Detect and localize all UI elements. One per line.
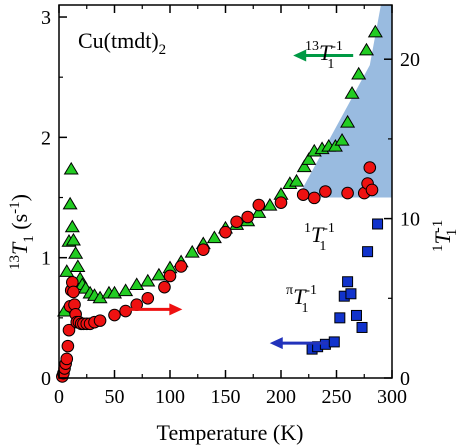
data-point-square	[328, 336, 340, 348]
data-point-circle	[108, 308, 121, 322]
annotation-1t1: 1T-1 1	[304, 221, 335, 254]
y-left-tick-label: 0	[41, 368, 51, 390]
data-point-triangle	[68, 246, 84, 259]
left-axis-title: 13T1 (s-1)	[7, 194, 37, 270]
arrow-left-icon	[293, 49, 307, 62]
data-point-triangle	[140, 273, 156, 287]
data-point-square	[372, 218, 384, 230]
y-right-tick-label: 10	[400, 209, 420, 231]
x-tick-label: 250	[322, 386, 352, 408]
data-point-triangle	[129, 277, 145, 291]
data-point-circle	[67, 285, 80, 299]
x-tick-label: 50	[105, 386, 125, 408]
data-point-square	[342, 276, 354, 288]
data-point-square	[334, 312, 346, 324]
data-point-triangle	[358, 42, 374, 56]
data-point-triangle	[59, 264, 75, 277]
data-point-square	[362, 246, 374, 258]
x-tick-label: 100	[155, 386, 185, 408]
arrow-layer	[124, 49, 354, 350]
data-point-circle	[319, 185, 332, 198]
data-point-circle	[363, 161, 377, 174]
data-point-triangle	[70, 259, 86, 273]
data-point-triangle	[301, 152, 317, 165]
series-1	[56, 161, 379, 383]
data-point-triangle	[296, 159, 312, 173]
marks-layer	[56, 24, 384, 383]
right-axis-title: 1T-11	[430, 220, 460, 252]
data-point-circle	[62, 323, 76, 337]
data-point-square	[345, 288, 357, 300]
data-point-circle	[230, 215, 243, 229]
data-point-circle	[296, 188, 310, 201]
data-point-triangle	[184, 244, 200, 258]
data-point-circle	[274, 196, 288, 209]
y-right-tick-label: 0	[400, 368, 410, 390]
data-point-triangle	[118, 283, 134, 297]
data-point-circle	[241, 210, 254, 224]
x-axis-title: Temperature (K)	[157, 420, 304, 445]
x-tick-label: 200	[266, 386, 296, 408]
data-point-circle	[308, 191, 321, 205]
arrow-right-icon	[169, 303, 183, 316]
annotation-13t1: 13T-1 1	[305, 39, 343, 72]
data-point-triangle	[64, 219, 80, 233]
series-0	[57, 24, 383, 317]
data-point-circle	[174, 260, 188, 273]
data-point-triangle	[63, 161, 79, 175]
data-point-triangle	[65, 232, 81, 246]
shaded-region	[297, 5, 392, 198]
data-point-triangle	[62, 196, 78, 210]
data-point-triangle	[151, 267, 167, 281]
data-point-square	[356, 321, 368, 333]
data-point-triangle	[106, 285, 123, 299]
data-point-triangle	[262, 197, 278, 211]
data-point-circle	[252, 198, 266, 212]
y-left-tick-label: 3	[41, 7, 51, 29]
x-tick-label: 0	[54, 386, 64, 408]
data-point-circle	[219, 225, 232, 239]
data-point-triangle	[289, 173, 305, 187]
data-point-triangle	[251, 205, 267, 218]
data-point-circle	[158, 280, 171, 294]
data-point-triangle	[351, 66, 367, 80]
data-point-circle	[119, 304, 132, 318]
data-point-circle	[60, 352, 74, 366]
x-tick-label: 300	[377, 386, 407, 408]
data-point-circle	[365, 183, 379, 197]
data-point-triangle	[334, 132, 350, 146]
chart-title: Cu(tmdt)2	[78, 28, 166, 58]
data-point-circle	[61, 339, 75, 353]
data-point-circle	[141, 291, 155, 305]
arrow-left-icon	[269, 337, 283, 350]
data-point-triangle	[340, 114, 356, 128]
y-right-tick-label: 20	[400, 49, 420, 71]
annotation-pit1: πT-1 1	[286, 283, 317, 316]
data-point-triangle	[344, 86, 360, 99]
data-point-circle	[197, 243, 210, 256]
y-left-tick-label: 1	[41, 248, 51, 270]
data-point-square	[350, 309, 362, 321]
data-point-triangle	[367, 24, 383, 38]
data-point-circle	[341, 186, 354, 200]
data-point-circle	[93, 314, 107, 327]
data-point-circle	[163, 269, 177, 283]
data-point-triangle	[206, 230, 222, 244]
shade-layer	[297, 5, 392, 198]
x-tick-label: 150	[211, 386, 241, 408]
y-left-tick-label: 2	[41, 127, 51, 149]
